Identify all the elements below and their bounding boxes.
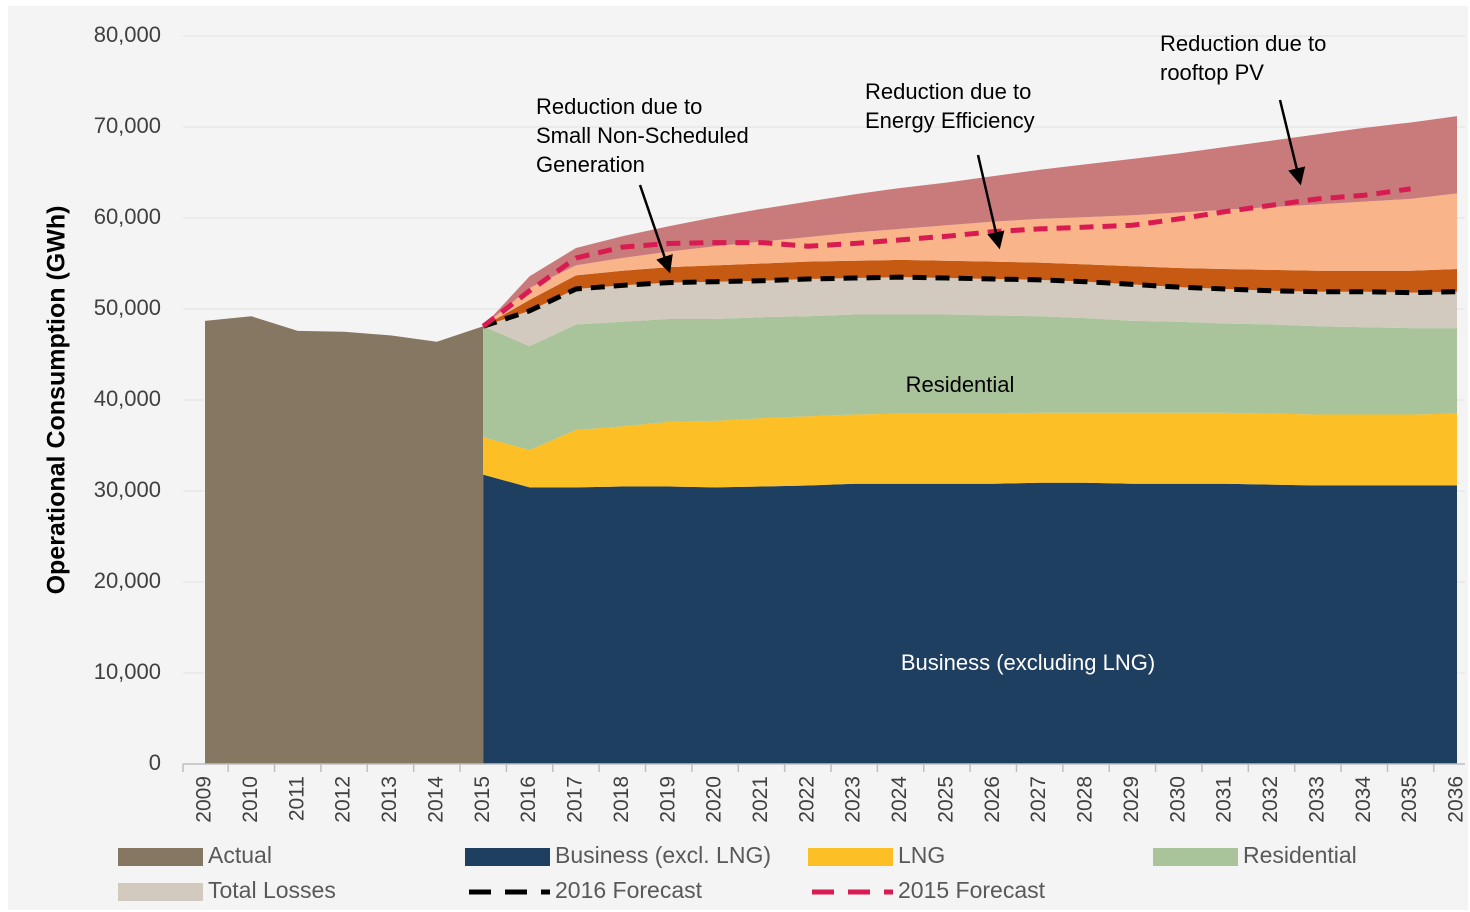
y-tick-label: 50,000 — [94, 295, 161, 320]
area — [483, 193, 1457, 327]
arrow — [976, 154, 1005, 250]
area — [483, 412, 1457, 488]
x-tick-label: 2011 — [285, 776, 308, 821]
x-tick-label: 2023 — [842, 776, 865, 823]
arrow — [638, 184, 673, 274]
areas — [205, 116, 1458, 764]
annotation: Reduction due to Energy Efficiency — [865, 79, 1035, 250]
line — [482, 274, 1458, 329]
y-tick-label: 0 — [149, 750, 161, 775]
area-label: Residential — [906, 372, 1015, 397]
x-tick-label: 2009 — [193, 776, 216, 823]
x-tick-label: 2018 — [610, 776, 633, 823]
legend-label: Actual — [208, 842, 272, 868]
axes: 0 10,000 20,000 30,000 40,000 50,000 60,000 70,… — [94, 22, 1468, 823]
x-tick-label: 2019 — [656, 776, 679, 823]
x-tick-label: 2020 — [703, 776, 726, 823]
y-tick-label: 70,000 — [94, 113, 161, 138]
x-tick-label: 2021 — [749, 776, 772, 823]
x-tick-label: 2036 — [1445, 776, 1468, 823]
legend-swatch — [808, 848, 893, 866]
legend-label: Total Losses — [208, 877, 336, 903]
y-tick-label: 60,000 — [94, 204, 161, 229]
x-tick-label: 2033 — [1305, 776, 1328, 823]
x-tick-label: 2025 — [934, 776, 957, 823]
arrow — [1278, 99, 1306, 186]
x-tick-label: 2027 — [1027, 776, 1050, 823]
annotation: Reduction due to rooftop PV — [1160, 31, 1326, 186]
annotation-text: Generation — [536, 152, 645, 177]
x-tick-label: 2026 — [981, 776, 1004, 823]
legend-label: LNG — [898, 842, 945, 868]
x-tick-label: 2029 — [1120, 776, 1143, 823]
annotation-text: Reduction due to — [865, 79, 1031, 104]
area — [205, 316, 484, 764]
legend-swatch — [465, 848, 550, 866]
annotation-text: rooftop PV — [1160, 60, 1264, 85]
y-tick-label: 80,000 — [94, 22, 161, 47]
x-tick-label: 2035 — [1398, 776, 1421, 823]
x-tick-label: 2031 — [1213, 776, 1236, 823]
area — [483, 259, 1457, 327]
x-tick-label: 2014 — [424, 776, 447, 823]
legend-label: 2016 Forecast — [555, 877, 703, 903]
legend: Actual Business (excl. LNG) LNG Residential… — [118, 842, 1357, 903]
x-tick-label: 2030 — [1166, 776, 1189, 823]
line — [481, 186, 1411, 329]
area — [483, 314, 1457, 451]
x-tick-label: 2028 — [1074, 776, 1097, 823]
x-tick-label: 2013 — [378, 776, 401, 823]
x-tick-label: 2032 — [1259, 776, 1282, 823]
annotation-text: Energy Efficiency — [865, 108, 1035, 133]
legend-label: 2015 Forecast — [898, 877, 1046, 903]
area — [483, 116, 1457, 327]
x-tick-label: 2017 — [564, 776, 587, 823]
annotation-text: Small Non-Scheduled — [536, 123, 749, 148]
area-label: Business (excluding LNG) — [901, 650, 1155, 675]
area — [483, 277, 1457, 347]
area — [483, 474, 1457, 764]
annotation-text: Reduction due to — [536, 94, 702, 119]
x-tick-label: 2015 — [471, 776, 494, 823]
y-tick-label: 20,000 — [94, 568, 161, 593]
y-tick-label: 10,000 — [94, 659, 161, 684]
y-axis-label: Operational Consumption (GWh) — [43, 206, 71, 595]
x-tick-label: 2012 — [332, 776, 355, 823]
legend-label: Residential — [1243, 842, 1357, 868]
x-tick-label: 2010 — [239, 776, 262, 823]
x-tick-label: 2016 — [517, 776, 540, 823]
x-tick-label: 2034 — [1352, 776, 1375, 823]
annotation: Reduction due to Small Non-Scheduled Gen… — [536, 94, 749, 274]
legend-label: Business (excl. LNG) — [555, 842, 771, 868]
legend-swatch — [1153, 848, 1238, 866]
legend-swatch — [118, 883, 203, 901]
legend-swatch — [118, 848, 203, 866]
y-tick-label: 30,000 — [94, 477, 161, 502]
y-tick-label: 40,000 — [94, 386, 161, 411]
x-tick-label: 2022 — [795, 776, 818, 823]
annotation-text: Reduction due to — [1160, 31, 1326, 56]
x-tick-label: 2024 — [888, 776, 911, 823]
